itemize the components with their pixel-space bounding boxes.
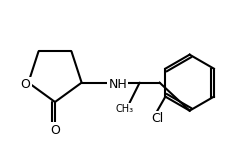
- Text: CH₃: CH₃: [115, 104, 133, 114]
- Text: Cl: Cl: [151, 112, 163, 125]
- Text: NH: NH: [108, 78, 127, 91]
- Text: O: O: [50, 123, 60, 136]
- Text: O: O: [20, 78, 30, 91]
